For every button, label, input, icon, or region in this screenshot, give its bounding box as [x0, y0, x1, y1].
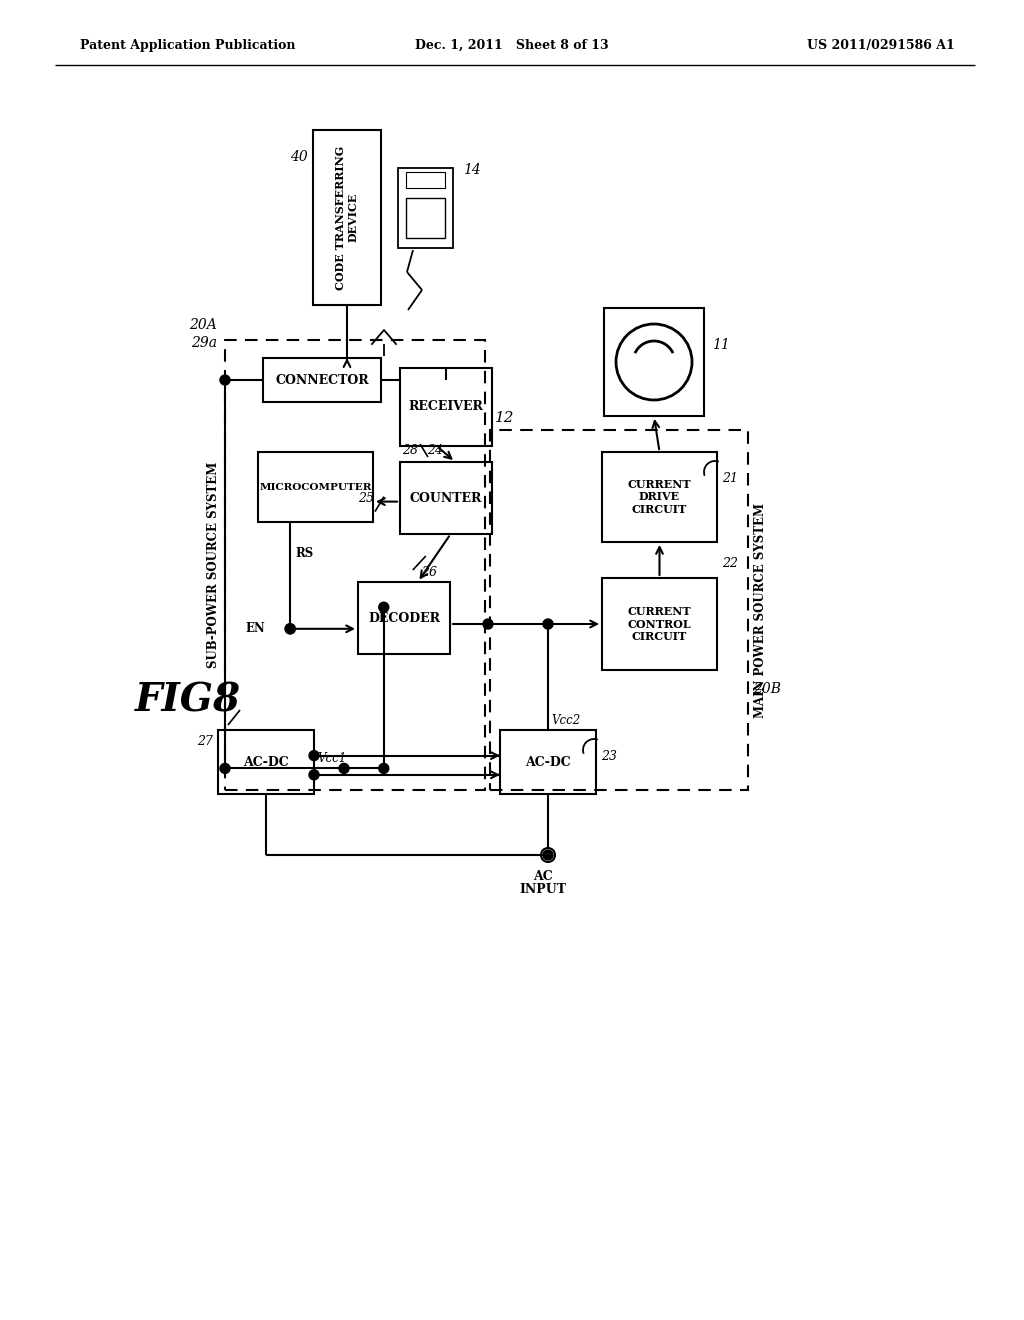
Text: 25: 25 [358, 491, 374, 504]
Circle shape [220, 763, 230, 774]
Text: 23: 23 [601, 750, 617, 763]
Bar [490, 430, 748, 789]
Text: Vcc1: Vcc1 [317, 752, 346, 766]
Bar [602, 451, 717, 543]
Text: CONNECTOR: CONNECTOR [275, 374, 369, 387]
Circle shape [220, 375, 230, 385]
Text: RECEIVER: RECEIVER [409, 400, 483, 413]
Bar [263, 358, 381, 403]
Text: 29a: 29a [191, 337, 217, 350]
Text: SUB-POWER SOURCE SYSTEM: SUB-POWER SOURCE SYSTEM [207, 462, 220, 668]
Text: Dec. 1, 2011   Sheet 8 of 13: Dec. 1, 2011 Sheet 8 of 13 [415, 40, 609, 51]
Circle shape [286, 624, 295, 634]
Text: Vcc2: Vcc2 [551, 714, 581, 727]
Text: Patent Application Publication: Patent Application Publication [80, 40, 296, 51]
Text: 11: 11 [712, 338, 730, 352]
Bar [406, 198, 445, 238]
Circle shape [309, 751, 319, 760]
Text: EN: EN [245, 622, 265, 635]
Text: CURRENT
DRIVE
CIRCUIT: CURRENT DRIVE CIRCUIT [628, 479, 691, 515]
Text: MAIN POWER SOURCE SYSTEM: MAIN POWER SOURCE SYSTEM [754, 503, 767, 718]
Text: 26: 26 [421, 566, 437, 579]
Text: 12: 12 [495, 411, 514, 425]
Text: CURRENT
CONTROL
CIRCUIT: CURRENT CONTROL CIRCUIT [628, 606, 691, 643]
Text: 14: 14 [463, 162, 480, 177]
Circle shape [379, 602, 389, 612]
Text: AC-DC: AC-DC [243, 755, 289, 768]
Text: 21: 21 [722, 473, 738, 484]
Bar [218, 730, 314, 795]
Circle shape [339, 763, 349, 774]
Bar [258, 451, 373, 521]
Text: 24: 24 [427, 444, 443, 457]
Text: MICROCOMPUTER: MICROCOMPUTER [259, 483, 372, 491]
Circle shape [543, 850, 553, 861]
Circle shape [286, 624, 295, 634]
Text: 40: 40 [290, 150, 308, 164]
Bar [406, 172, 445, 187]
Bar [602, 578, 717, 671]
Text: 20A: 20A [189, 318, 217, 333]
Text: 22: 22 [722, 557, 738, 570]
Bar [225, 341, 485, 789]
Circle shape [379, 763, 389, 774]
Bar [400, 368, 492, 446]
Bar [604, 308, 705, 416]
Circle shape [309, 770, 319, 780]
Text: CODE TRANSFERRING
DEVICE: CODE TRANSFERRING DEVICE [335, 145, 358, 289]
Text: US 2011/0291586 A1: US 2011/0291586 A1 [807, 40, 955, 51]
Text: DECODER: DECODER [368, 611, 440, 624]
Text: AC-DC: AC-DC [525, 755, 570, 768]
Text: AC: AC [534, 870, 553, 883]
Circle shape [543, 619, 553, 630]
Text: 20B: 20B [753, 682, 781, 696]
Bar [400, 462, 492, 535]
Text: RS: RS [295, 546, 313, 560]
Text: INPUT: INPUT [519, 883, 566, 896]
Bar [398, 168, 453, 248]
Text: 28: 28 [402, 444, 418, 457]
Text: COUNTER: COUNTER [410, 491, 482, 504]
Bar [313, 129, 381, 305]
Circle shape [483, 619, 493, 630]
Text: FIG8: FIG8 [135, 681, 241, 719]
Text: 27: 27 [197, 735, 213, 748]
Bar [358, 582, 450, 653]
Bar [500, 730, 596, 795]
